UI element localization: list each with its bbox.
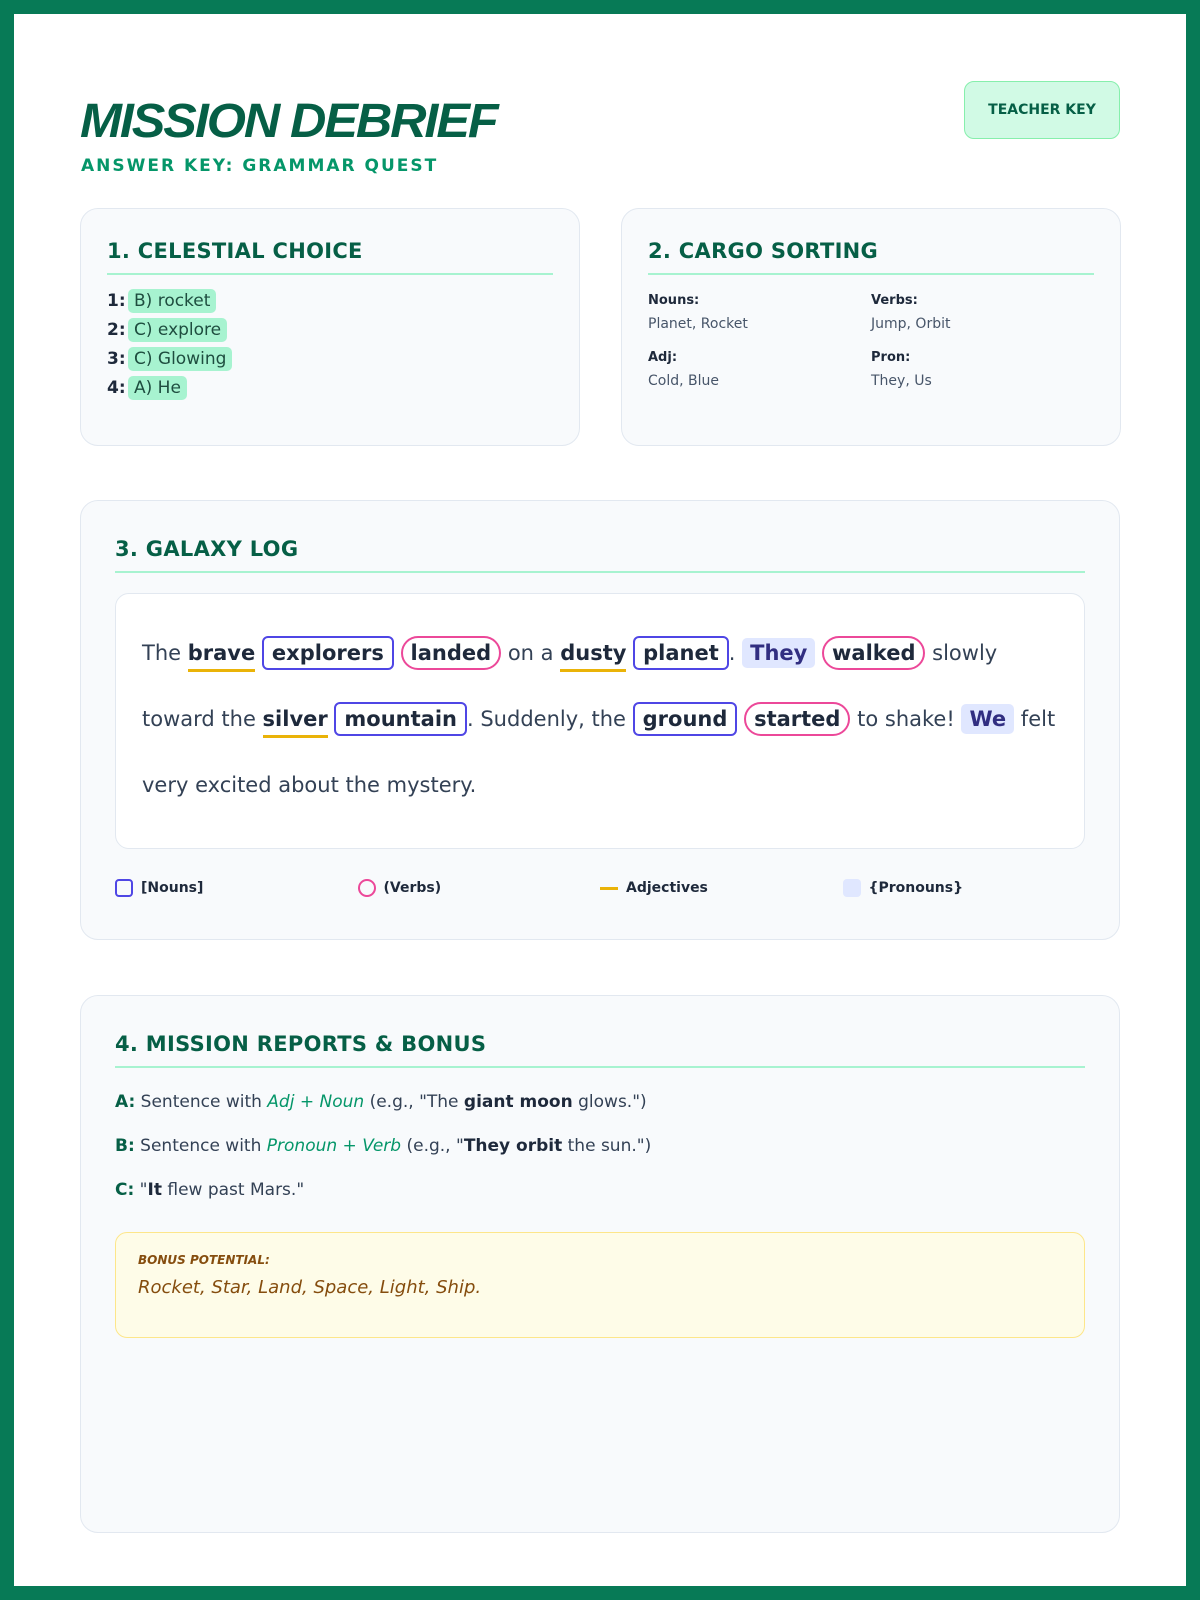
verb-word: landed [400, 636, 502, 670]
text: . Suddenly, the [467, 707, 633, 731]
text: . [728, 641, 743, 665]
text: " [134, 1180, 148, 1200]
text: on a [501, 641, 561, 665]
pronoun-highlight-icon [842, 879, 861, 897]
text: the sun.") [562, 1136, 652, 1156]
verb-word: started [744, 702, 851, 736]
answer-highlight: C) explore [128, 318, 228, 342]
group-pronouns: Pron: They, Us [871, 350, 1094, 389]
answer-highlight: B) rocket [128, 289, 217, 313]
noun-word: ground [632, 702, 738, 736]
group-value: Jump, Orbit [871, 316, 951, 332]
section-title: 1. CELESTIAL CHOICE [107, 239, 553, 275]
legend-label: [Nouns] [141, 880, 204, 896]
legend-label: {Pronouns} [868, 880, 964, 896]
answer-row: 1: B) rocket [107, 289, 553, 313]
group-verbs: Verbs: Jump, Orbit [871, 293, 1094, 332]
hint: Pronoun + Verb [266, 1136, 402, 1156]
group-value: They, Us [871, 373, 932, 389]
section-title: 3. GALAXY LOG [115, 537, 1085, 573]
legend-nouns: [Nouns] [115, 879, 358, 897]
legend-pronouns: {Pronouns} [842, 879, 1086, 897]
adjective-word: silver [262, 707, 328, 738]
bonus-value: Rocket, Star, Land, Space, Light, Ship. [138, 1277, 482, 1298]
group-nouns: Nouns: Planet, Rocket [648, 293, 871, 332]
group-label: Pron: [871, 350, 911, 365]
report-c: C: "It flew past Mars." [115, 1180, 1085, 1200]
legend-verbs: (Verbs) [357, 879, 601, 897]
text: glows.") [572, 1092, 647, 1112]
answer-highlight: A) He [128, 376, 187, 400]
text: flew past Mars." [161, 1180, 305, 1200]
verb-word: walked [822, 636, 926, 670]
group-value: Planet, Rocket [648, 316, 748, 332]
answer-number: 1: [107, 291, 126, 311]
noun-word: planet [633, 636, 729, 670]
hint: Adj + Noun [267, 1092, 365, 1112]
legend-adjectives: Adjectives [600, 879, 843, 897]
adjective-underline-icon [600, 886, 618, 890]
text: Sentence with [135, 1092, 268, 1112]
adjective-word: brave [187, 641, 256, 672]
bonus-box: BONUS POTENTIAL: Rocket, Star, Land, Spa… [115, 1232, 1085, 1338]
legend-label: Adjectives [626, 880, 708, 896]
group-label: Adj: [648, 350, 678, 365]
answer-number: 4: [107, 378, 126, 398]
report-key: A: [115, 1092, 136, 1112]
report-key: C: [115, 1180, 135, 1200]
report-key: B: [115, 1136, 135, 1156]
page-subtitle: ANSWER KEY: GRAMMAR QUEST [81, 156, 439, 176]
noun-word: explorers [261, 636, 394, 670]
noun-word: mountain [334, 702, 467, 736]
noun-box-icon [115, 879, 133, 897]
group-value: Cold, Blue [648, 373, 719, 389]
answer-number: 3: [107, 349, 126, 369]
section-title: 4. MISSION REPORTS & BONUS [115, 1032, 1085, 1068]
pronoun-word: They [742, 638, 816, 668]
answer-row: 4: A) He [107, 376, 553, 400]
answer-row: 2: C) explore [107, 318, 553, 342]
cargo-sorting-card: 2. CARGO SORTING Nouns: Planet, Rocket Ve… [621, 208, 1121, 446]
text [394, 641, 401, 665]
adjective-word: dusty [560, 641, 627, 672]
celestial-choice-card: 1. CELESTIAL CHOICE 1: B) rocket 2: C) exp… [80, 208, 580, 446]
group-label: Nouns: [648, 293, 700, 308]
teacher-key-badge: TEACHER KEY [964, 81, 1120, 139]
pronoun-word: We [961, 704, 1015, 734]
group-label: Verbs: [871, 293, 918, 308]
legend-label: (Verbs) [383, 880, 442, 896]
text: (e.g., " [401, 1136, 464, 1156]
example-bold: They orbit [463, 1136, 563, 1156]
worksheet-page: MISSION DEBRIEF ANSWER KEY: GRAMMAR QUES… [14, 14, 1186, 1586]
group-adjectives: Adj: Cold, Blue [648, 350, 871, 389]
bonus-label: BONUS POTENTIAL: [138, 1253, 270, 1267]
answer-highlight: C) Glowing [128, 347, 233, 371]
example-bold: giant moon [463, 1092, 573, 1112]
text: The [142, 641, 188, 665]
answer-number: 2: [107, 320, 126, 340]
text: Sentence with [134, 1136, 267, 1156]
galaxy-log-card: 3. GALAXY LOG The brave explorers landed… [80, 500, 1120, 940]
text: to shake! [850, 707, 962, 731]
report-a: A: Sentence with Adj + Noun (e.g., "The … [115, 1092, 1085, 1112]
text: slowly toward the [142, 641, 998, 731]
section-title: 2. CARGO SORTING [648, 239, 1094, 275]
mission-reports-card: 4. MISSION REPORTS & BONUS A: Sentence w… [80, 995, 1120, 1533]
page-title: MISSION DEBRIEF [80, 95, 499, 148]
legend: [Nouns] (Verbs) Adjectives {Pronouns} [115, 879, 1085, 897]
verb-circle-icon [357, 879, 376, 897]
answer-row: 3: C) Glowing [107, 347, 553, 371]
report-b: B: Sentence with Pronoun + Verb (e.g., "… [115, 1136, 1085, 1156]
text: felt very excited about the mystery. [142, 707, 1056, 797]
example-bold: It [147, 1180, 162, 1200]
text [255, 641, 262, 665]
passage-box: The brave explorers landed on a dusty pl… [115, 593, 1085, 849]
text: (e.g., "The [364, 1092, 464, 1112]
